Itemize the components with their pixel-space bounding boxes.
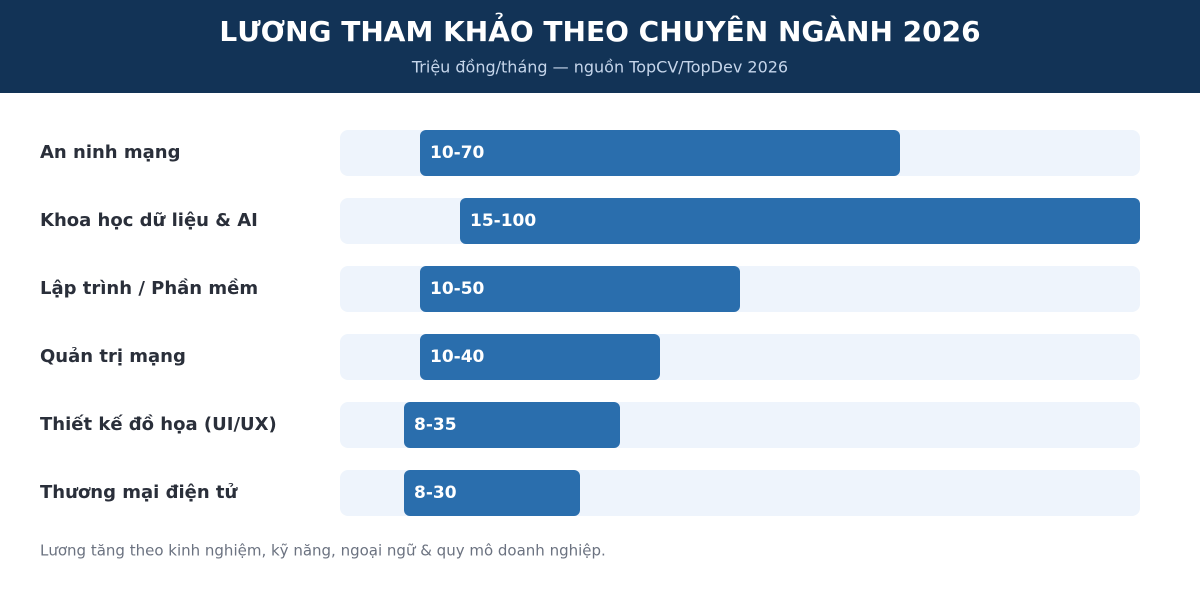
category-label: Khoa học dữ liệu & AI — [40, 210, 258, 231]
category-label: An ninh mạng — [40, 142, 181, 163]
category-label: Thương mại điện tử — [40, 482, 239, 503]
value-label: 8-30 — [414, 483, 457, 503]
bar — [420, 334, 660, 380]
value-label: 10-70 — [430, 143, 485, 163]
chart-title: LƯƠNG THAM KHẢO THEO CHUYÊN NGÀNH 2026 — [219, 11, 980, 48]
footnote: Lương tăng theo kinh nghiệm, kỹ năng, ng… — [40, 542, 606, 560]
value-label: 15-100 — [470, 211, 536, 231]
category-label: Quản trị mạng — [40, 346, 186, 367]
bar — [420, 266, 740, 312]
value-label: 8-35 — [414, 415, 457, 435]
bar — [420, 130, 900, 176]
chart-subtitle: Triệu đồng/tháng — nguồn TopCV/TopDev 20… — [411, 58, 788, 77]
bar — [404, 470, 580, 516]
header-band — [0, 0, 1200, 93]
bar — [404, 402, 620, 448]
category-label: Thiết kế đồ họa (UI/UX) — [40, 414, 277, 435]
bar — [460, 198, 1140, 244]
value-label: 10-40 — [430, 347, 485, 367]
category-label: Lập trình / Phần mềm — [40, 278, 258, 299]
value-label: 10-50 — [430, 279, 485, 299]
